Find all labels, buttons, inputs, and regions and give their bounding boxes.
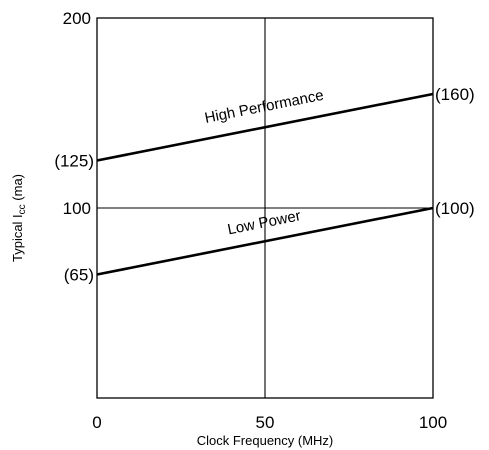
- tick-layer: 0 50 100 100 200: [63, 9, 448, 432]
- x-tick-label: 0: [92, 413, 101, 432]
- series-end-value-label: (100): [435, 199, 475, 218]
- y-axis-title-subscript: cc: [17, 204, 28, 214]
- grid-layer: [97, 18, 433, 398]
- series-end-value-label: (160): [435, 85, 475, 104]
- series-line: [96, 206, 434, 276]
- series-layer: [96, 92, 434, 276]
- y-axis-title: Typical Icc (ma): [10, 174, 28, 262]
- series-start-value-label: (65): [64, 266, 94, 285]
- series-name-label: Low Power: [226, 207, 302, 238]
- y-tick-label: 100: [63, 199, 91, 218]
- y-axis-title-main: Typical I: [10, 214, 25, 262]
- y-axis-title-suffix: (ma): [10, 174, 25, 204]
- series-start-value-label: (125): [54, 152, 94, 171]
- series-line: [96, 92, 434, 162]
- x-axis-title: Clock Frequency (MHz): [197, 433, 334, 448]
- y-tick-label: 200: [63, 9, 91, 28]
- series-name-label: High Performance: [203, 87, 325, 127]
- x-tick-label: 100: [419, 413, 447, 432]
- x-tick-label: 50: [256, 413, 275, 432]
